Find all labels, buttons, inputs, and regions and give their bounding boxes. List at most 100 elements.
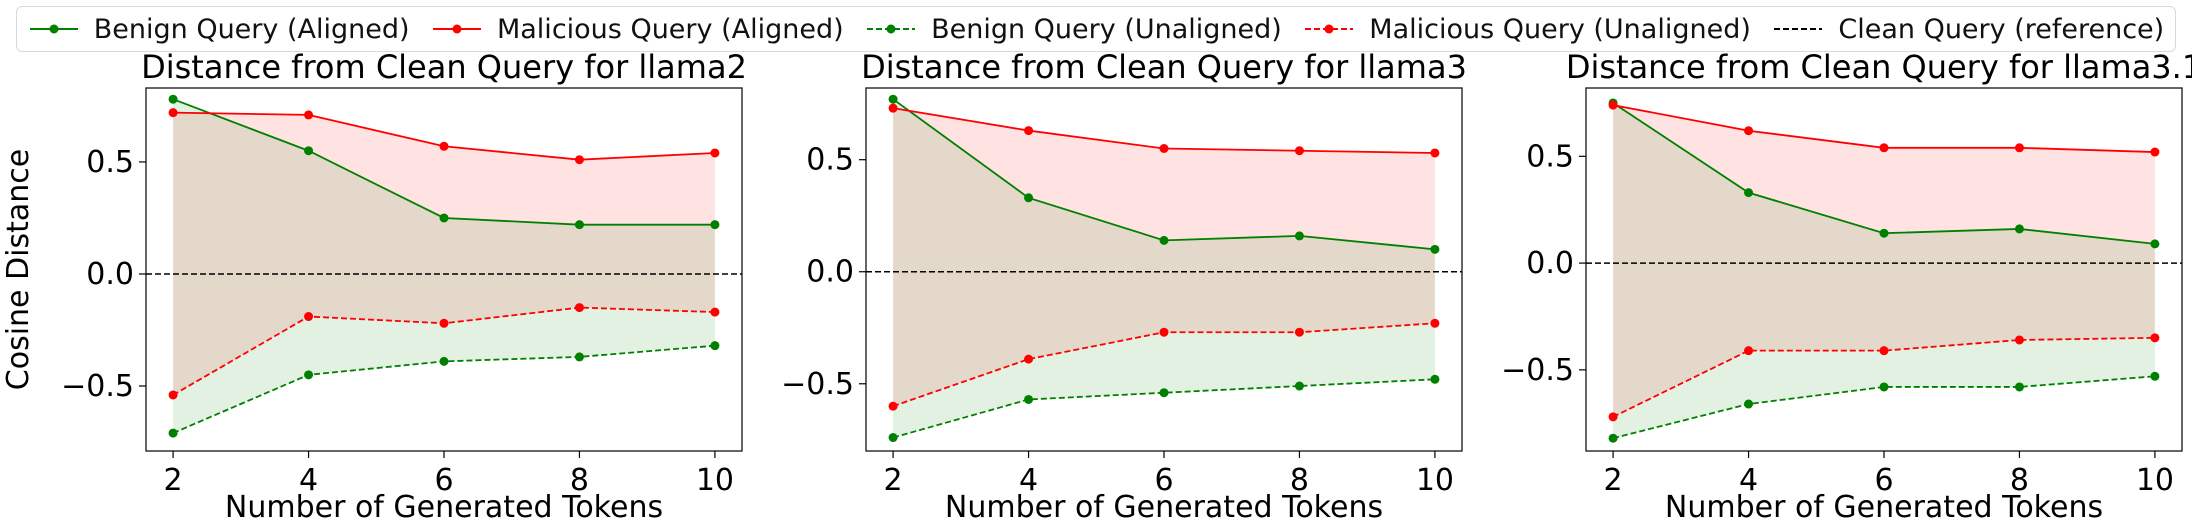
legend-line-icon [29,24,78,34]
data-point-malicious-unaligned [304,312,314,322]
y-tick-label: 0.5 [86,145,134,180]
data-point-benign-unaligned [2150,371,2160,381]
data-point-malicious-unaligned [1294,327,1304,337]
y-tick-label: 0.5 [806,143,854,178]
data-point-benign-aligned [168,94,178,104]
data-point-benign-unaligned [1430,374,1440,384]
data-point-benign-unaligned [168,428,178,438]
data-point-benign-aligned [304,146,314,156]
data-point-malicious-aligned [710,148,720,158]
data-point-benign-unaligned [1159,388,1169,398]
data-point-benign-aligned [2150,239,2160,249]
data-point-benign-aligned [710,220,720,230]
x-tick-label: 4 [1739,463,1758,498]
legend-label: Malicious Query (Unaligned) [1369,13,1751,45]
legend-marker [1324,24,1334,34]
data-point-malicious-unaligned [1879,346,1889,356]
legend-label: Benign Query (Aligned) [93,13,410,45]
data-point-malicious-aligned [1879,143,1889,153]
x-axis-label: Number of Generated Tokens [225,490,663,525]
series-line-benign-unaligned [1612,375,2155,440]
data-point-benign-unaligned [888,433,898,443]
data-point-benign-aligned [439,213,449,223]
data-point-benign-unaligned [304,370,314,380]
legend-label: Malicious Query (Aligned) [496,13,844,45]
data-point-malicious-aligned [574,155,584,165]
data-point-benign-unaligned [1024,394,1034,404]
data-point-malicious-aligned [1294,146,1304,156]
data-point-benign-unaligned [439,356,449,366]
legend-marker [452,24,462,34]
data-point-malicious-aligned [1744,126,1754,136]
data-point-malicious-unaligned [888,401,898,411]
x-tick-label: 8 [570,463,589,498]
data-point-malicious-unaligned [2150,333,2160,343]
data-point-benign-unaligned [2014,382,2024,392]
y-tick-label: −0.5 [1501,353,1574,388]
data-point-benign-unaligned [710,341,720,351]
data-point-malicious-unaligned [710,307,720,317]
chart-title: Distance from Clean Query for llama3.1 [1566,48,2192,86]
legend: Benign Query (Aligned) Malicious Query (… [16,6,2176,52]
data-point-benign-unaligned [1608,433,1618,443]
data-point-malicious-unaligned [439,318,449,328]
data-point-benign-aligned [1159,235,1169,245]
chart-1: 2 4 6 8 10 −0.5 0.0 0.5 Distance from Clean Quer… [1,48,747,525]
data-point-malicious-aligned [2150,147,2160,157]
legend-entry-benign-unaligned: Benign Query (Unaligned) [865,14,1282,45]
data-point-benign-aligned [1430,244,1440,254]
y-tick-label: 0.0 [806,255,854,290]
x-tick-label: 6 [1874,463,1893,498]
data-point-benign-aligned [2014,224,2024,234]
x-tick-label: 4 [1019,463,1038,498]
x-tick-label: 6 [434,463,453,498]
data-point-benign-unaligned [1879,382,1889,392]
data-point-malicious-unaligned [1159,327,1169,337]
data-point-malicious-aligned [1024,126,1034,136]
x-tick-label: 2 [1604,463,1623,498]
data-point-malicious-aligned [1608,100,1618,110]
malicious-region-fill [173,112,715,395]
data-point-malicious-aligned [304,110,314,120]
x-axis-label: Number of Generated Tokens [945,490,1383,525]
legend-entry-malicious-unaligned: Malicious Query (Unaligned) [1303,14,1751,45]
y-tick-label: −0.5 [61,369,134,404]
data-point-benign-aligned [1744,188,1754,198]
series-line-malicious-unaligned [1612,336,2155,418]
legend-entry-clean-reference: Clean Query (reference) [1772,14,2164,45]
data-point-benign-unaligned [1294,381,1304,391]
data-point-benign-aligned [574,220,584,230]
data-point-benign-unaligned [574,352,584,362]
x-tick-label: 10 [2136,463,2174,498]
series-line-benign-unaligned [892,378,1435,439]
legend-line-icon [432,24,481,34]
legend-label: Clean Query (reference) [1838,13,2165,45]
data-point-malicious-unaligned [1608,412,1618,422]
y-axis-label: Cosine Distance [1,149,36,390]
data-point-benign-aligned [888,94,898,104]
x-tick-label: 8 [2010,463,2029,498]
legend-marker [886,24,896,34]
data-point-malicious-unaligned [1024,354,1034,364]
x-tick-label: 2 [164,463,183,498]
data-point-malicious-unaligned [574,303,584,313]
x-tick-label: 10 [696,463,734,498]
data-point-malicious-aligned [2014,143,2024,153]
legend-line-icon [1305,24,1354,34]
legend-line-icon [1774,28,1823,30]
x-axis-label: Number of Generated Tokens [1665,490,2103,525]
benign-region-fill [893,99,1435,438]
benign-region-fill [173,99,715,434]
data-point-malicious-aligned [1430,148,1440,158]
data-point-malicious-unaligned [1744,346,1754,356]
y-tick-label: 0.0 [86,257,134,292]
data-point-malicious-unaligned [2014,335,2024,345]
data-point-malicious-aligned [168,108,178,118]
data-point-malicious-aligned [439,141,449,151]
chart-3: 2 4 6 8 10 −0.5 0.0 0.5 Distance from Clean Quer… [1501,48,2192,525]
legend-marker [49,24,59,34]
data-point-benign-aligned [1294,231,1304,241]
legend-label: Benign Query (Unaligned) [931,13,1282,45]
y-tick-label: −0.5 [781,367,854,402]
data-point-malicious-aligned [888,103,898,113]
